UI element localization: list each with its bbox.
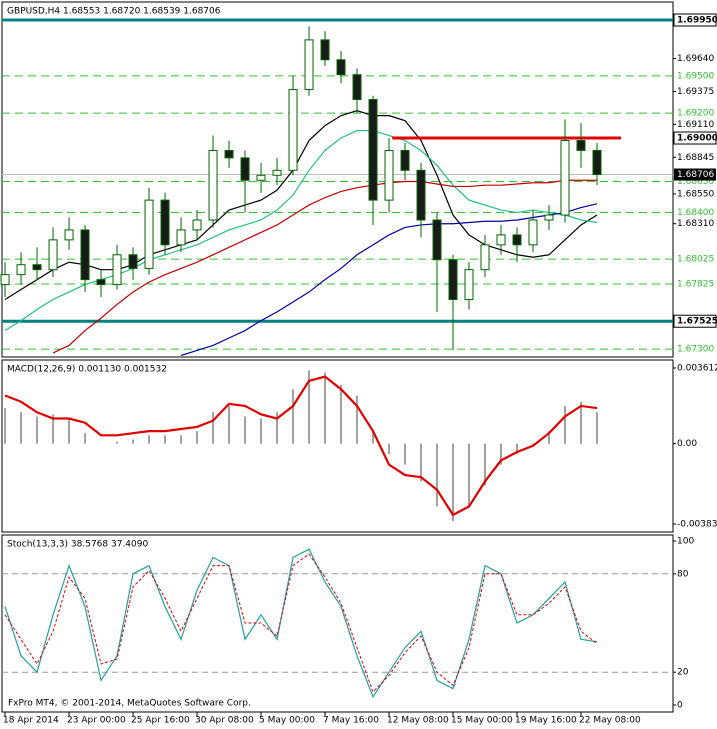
- level-label-box: [673, 13, 717, 27]
- panel-title: GBPUSD,H4 1.68553 1.68720 1.68539 1.6870…: [7, 7, 221, 17]
- candle-body: [16, 264, 26, 276]
- candle-body: [336, 59, 346, 76]
- candle-body: [416, 169, 426, 221]
- y-tick-label: 0.00: [677, 439, 697, 449]
- candle-body: [80, 229, 90, 281]
- level-label: 1.69200: [677, 109, 714, 119]
- candle-body: [272, 169, 282, 176]
- x-tick-label: 18 Apr 2014: [3, 716, 59, 726]
- y-tick-label: 1.68310: [677, 219, 714, 229]
- x-tick-label: 23 Apr 00:00: [67, 716, 126, 726]
- y-tick-label: -0.003835: [677, 519, 717, 529]
- candle-body: [256, 174, 266, 181]
- candle-body: [208, 149, 218, 221]
- level-label: 1.68025: [677, 255, 714, 265]
- level-label: 1.69000: [677, 134, 717, 144]
- y-tick-label: 1.69110: [677, 120, 714, 130]
- current-price-box: [674, 168, 716, 181]
- footer: FxPro MT4, © 2001-2014, MetaQuotes Softw…: [8, 699, 251, 709]
- level-label: 1.68400: [677, 208, 714, 218]
- candle-body: [0, 274, 10, 286]
- y-tick-label: 20: [677, 668, 689, 678]
- candle-body: [576, 139, 586, 151]
- level-label-box: [673, 131, 717, 145]
- candle-body: [288, 89, 298, 171]
- candle-body: [432, 219, 442, 261]
- candle-body: [96, 279, 106, 286]
- moving-average: [180, 203, 598, 356]
- x-tick-label: 25 Apr 16:00: [131, 716, 190, 726]
- candle-body: [32, 264, 42, 271]
- x-tick-label: 5 May 00:00: [259, 716, 315, 726]
- y-tick-label: 1.69375: [677, 87, 714, 97]
- y-tick-label: 0.003612: [677, 364, 717, 374]
- candle-body: [48, 239, 58, 271]
- x-tick-label: 15 May 00:00: [451, 716, 513, 726]
- panel-title: MACD(12,26,9) 0.001130 0.001532: [7, 365, 167, 375]
- moving-average: [52, 179, 597, 354]
- y-tick-label: 0: [677, 700, 683, 710]
- moving-average: [4, 110, 598, 300]
- current-price-label: 1.68706: [677, 170, 714, 180]
- candle-body: [64, 229, 74, 241]
- level-label: 1.67825: [677, 279, 714, 289]
- level-label-box: [673, 314, 717, 328]
- candle-body: [144, 199, 154, 269]
- stoch-k: [4, 548, 598, 699]
- candle-body: [384, 149, 394, 201]
- candle-body: [352, 74, 362, 101]
- candle-body: [240, 157, 250, 181]
- stoch-panel: [1, 534, 674, 713]
- candle-body: [464, 269, 474, 300]
- candle-body: [192, 219, 202, 231]
- candle-body: [304, 39, 314, 91]
- x-tick-label: 7 May 16:00: [323, 716, 379, 726]
- moving-average: [4, 129, 598, 332]
- candle-body: [400, 149, 410, 171]
- candle-body: [544, 214, 554, 221]
- main-panel: [1, 1, 674, 358]
- x-tick-label: 19 May 16:00: [515, 716, 577, 726]
- candle-body: [224, 149, 234, 159]
- y-tick-label: 1.69640: [677, 54, 714, 64]
- macd-panel: [1, 359, 674, 533]
- panel-title: Stoch(13,3,3) 38.5768 37.4090: [7, 540, 148, 550]
- level-label: 1.69500: [677, 71, 714, 81]
- candle-body: [128, 254, 138, 269]
- level-label: 1.68650: [677, 177, 714, 187]
- candle-body: [112, 254, 122, 286]
- candle-body: [160, 199, 170, 246]
- level-label: 1.67525: [677, 317, 717, 327]
- level-label: 1.67300: [677, 345, 714, 355]
- x-tick-label: 12 May 08:00: [387, 716, 449, 726]
- candle-body: [512, 234, 522, 246]
- stoch-d: [4, 553, 598, 693]
- candle-body: [528, 219, 538, 246]
- candle-body: [448, 259, 458, 300]
- y-tick-label: 100: [677, 537, 694, 547]
- candle-body: [320, 39, 330, 61]
- y-tick-label: 80: [677, 569, 689, 579]
- x-tick-label: 22 May 08:00: [579, 716, 641, 726]
- y-tick-label: 1.68845: [677, 153, 714, 163]
- candle-body: [480, 244, 490, 271]
- macd-signal: [4, 375, 598, 517]
- candle-body: [496, 234, 506, 246]
- x-tick-label: 30 Apr 08:00: [195, 716, 254, 726]
- candle-body: [592, 149, 602, 176]
- level-label: 1.69950: [677, 16, 717, 26]
- y-tick-label: 1.68550: [677, 189, 714, 199]
- candle-body: [176, 229, 186, 246]
- candle-body: [368, 99, 378, 201]
- candle-body: [560, 139, 570, 216]
